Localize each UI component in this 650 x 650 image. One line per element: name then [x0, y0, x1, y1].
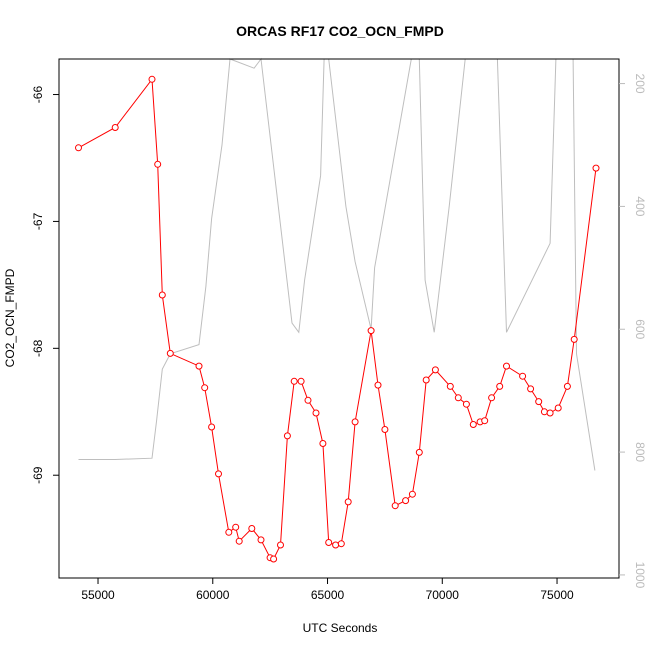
data-point [283, 432, 291, 440]
data-point [215, 470, 222, 478]
y2-tick-label: 400 [633, 196, 647, 216]
data-point [332, 541, 340, 549]
y-axis-right: 200 400 600 800 1000 [619, 74, 647, 589]
data-point [154, 160, 162, 168]
x-tick-label: 70000 [426, 588, 460, 602]
data-point [201, 384, 209, 392]
series-right-layer [78, 57, 596, 471]
data-point [563, 382, 571, 390]
data-point [351, 418, 359, 426]
data-point [304, 396, 312, 404]
data-point [402, 497, 410, 505]
data-point [454, 394, 462, 402]
y2-tick-label: 1000 [633, 562, 647, 589]
data-point [535, 398, 543, 406]
y2-tick-label: 800 [633, 442, 647, 462]
y-tick-label: -67 [31, 212, 45, 230]
data-point [496, 382, 504, 390]
data-point [257, 536, 265, 544]
data-point [374, 381, 382, 389]
data-point [225, 528, 233, 536]
x-axis: 55000 60000 65000 70000 75000 [81, 578, 574, 602]
x-tick-label: 60000 [196, 588, 230, 602]
x-axis-label: UTC Seconds [303, 621, 378, 635]
data-point [290, 377, 298, 385]
data-point [592, 164, 600, 172]
data-point [325, 539, 333, 546]
x-tick-label: 75000 [540, 588, 574, 602]
y2-tick-label: 600 [633, 319, 647, 339]
y-tick-label: -68 [31, 339, 45, 357]
data-point [208, 423, 216, 431]
data-point [527, 385, 535, 393]
data-point [415, 448, 423, 456]
data-point [554, 404, 562, 412]
data-point [367, 327, 375, 335]
data-point [312, 409, 320, 417]
data-point [248, 525, 256, 532]
data-point [469, 421, 477, 428]
data-point [195, 362, 203, 370]
data-point [337, 540, 345, 548]
data-point [297, 377, 305, 385]
data-point [148, 75, 156, 83]
data-point [75, 144, 82, 152]
data-point [408, 490, 416, 498]
data-point [344, 498, 352, 506]
data-point [503, 362, 510, 370]
data-point [422, 376, 430, 384]
x-tick-label: 65000 [311, 588, 345, 602]
data-point [546, 409, 554, 417]
data-point [488, 394, 496, 402]
series-left-layer [75, 75, 600, 563]
data-point [446, 382, 454, 390]
x-tick-label: 55000 [81, 588, 115, 602]
y2-tick-label: 200 [633, 74, 647, 94]
data-point [232, 523, 240, 531]
y-tick-label: -69 [31, 466, 45, 484]
y-axis-label: CO2_OCN_FMPD [3, 268, 17, 367]
data-point [277, 541, 284, 549]
series-line-left-0 [78, 77, 597, 560]
data-point [462, 400, 470, 408]
data-point [235, 537, 243, 545]
data-point [166, 349, 174, 357]
data-point [319, 440, 327, 447]
series-line-right-0 [78, 57, 596, 471]
data-point [481, 417, 489, 425]
data-point [111, 124, 119, 131]
data-point [540, 408, 548, 416]
data-point [270, 555, 278, 563]
y-tick-label: -66 [31, 86, 45, 104]
plot-frame [58, 58, 620, 579]
data-point [519, 372, 527, 380]
data-point [570, 335, 578, 343]
data-point [158, 291, 166, 299]
data-point [431, 366, 439, 374]
chart-title: ORCAS RF17 CO2_OCN_FMPD [236, 23, 444, 39]
data-point [391, 502, 399, 510]
data-point [381, 426, 389, 433]
y-axis-left: -66 -67 -68 -69 [31, 86, 59, 484]
